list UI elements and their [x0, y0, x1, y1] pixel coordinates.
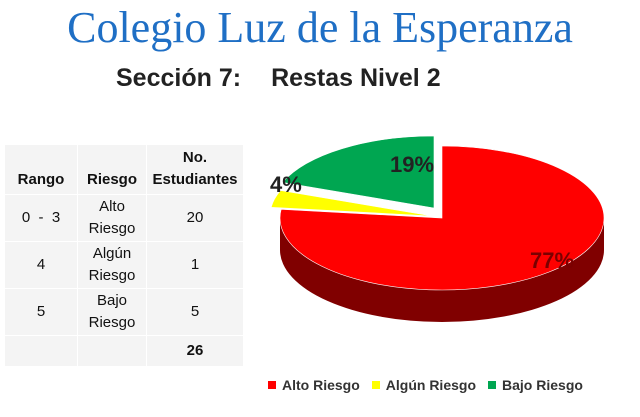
header-rango: Rango [4, 144, 78, 195]
pie-slice-2 [281, 135, 435, 209]
cell-riesgo: Algún Riesgo [77, 241, 147, 289]
page-subtitle: Sección 7: Restas Nivel 2 [116, 64, 441, 93]
cell-empty [77, 335, 147, 367]
pie-slice-side-0 [280, 218, 604, 322]
cell-riesgo: Bajo Riesgo [77, 288, 147, 336]
legend-label: Bajo Riesgo [502, 377, 583, 393]
table-total-row: 26 [4, 335, 244, 367]
pie-slice-1 [270, 190, 433, 217]
cell-estudiantes: 20 [146, 194, 244, 242]
legend-label: Alto Riesgo [282, 377, 360, 393]
cell-riesgo: Alto Riesgo [77, 194, 147, 242]
cell-estudiantes: 5 [146, 288, 244, 336]
total-estudiantes: 26 [146, 335, 244, 367]
pie-slice-0 [279, 145, 605, 291]
legend-swatch [268, 381, 276, 389]
table-row: 5 Bajo Riesgo 5 [4, 288, 244, 336]
chart-legend: Alto Riesgo Algún Riesgo Bajo Riesgo [268, 376, 595, 393]
legend-item: Bajo Riesgo [488, 377, 583, 393]
legend-swatch [371, 381, 380, 389]
data-label-2: 19% [390, 152, 434, 177]
cell-estudiantes: 1 [146, 241, 244, 289]
section-label: Sección 7: [116, 64, 242, 92]
legend-item: Algún Riesgo [371, 377, 477, 393]
table-row: 4 Algún Riesgo 1 [4, 241, 244, 289]
cell-rango: 4 [4, 241, 78, 289]
topic-label: Restas Nivel 2 [271, 64, 441, 92]
data-label-0: 77% [530, 248, 574, 273]
cell-rango: 0 - 3 [4, 194, 78, 242]
table-row: 0 - 3 Alto Riesgo 20 [4, 194, 244, 242]
cell-empty [4, 335, 78, 367]
legend-label: Algún Riesgo [385, 377, 477, 393]
page-title: Colegio Luz de la Esperanza [67, 3, 573, 52]
header-estudiantes: No. Estudiantes [146, 144, 244, 195]
pie-chart: 77% 4% 19% [270, 135, 605, 322]
legend-swatch [488, 381, 497, 389]
legend-item: Alto Riesgo [268, 377, 360, 393]
results-table: Rango Riesgo No. Estudiantes 0 - 3 Alto … [4, 144, 244, 367]
header-riesgo: Riesgo [77, 144, 147, 195]
data-label-1: 4% [270, 172, 302, 197]
table-header-row: Rango Riesgo No. Estudiantes [4, 144, 244, 195]
cell-rango: 5 [4, 288, 78, 336]
